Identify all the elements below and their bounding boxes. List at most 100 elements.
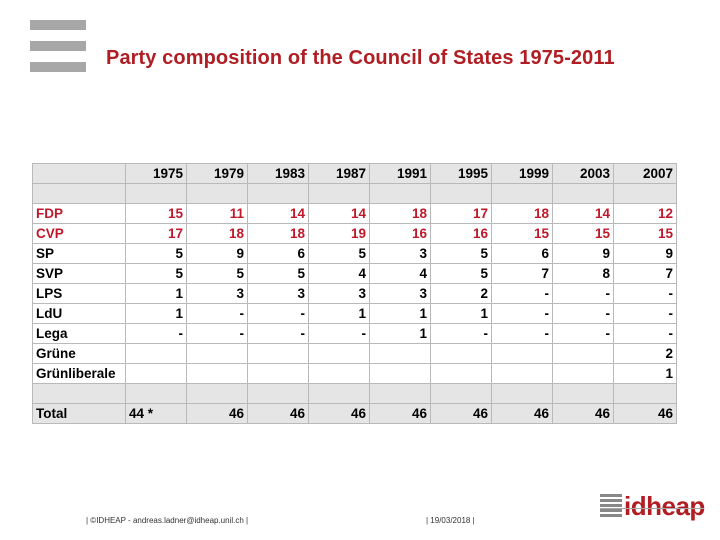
seat-count: 5 bbox=[430, 263, 492, 284]
seat-count: 6 bbox=[491, 243, 553, 264]
table-row: LPS 1 3 3 3 3 2- - - bbox=[32, 283, 677, 304]
footer-date: | 19/03/2018 | bbox=[426, 516, 475, 525]
total-label: Total bbox=[32, 403, 126, 424]
header-row: 1975 1979 1983 1987 1991 1995 1999 2003 2007 bbox=[32, 163, 677, 184]
seat-count: - bbox=[491, 283, 553, 304]
logo-bar bbox=[30, 41, 86, 51]
party-composition-table: 1975 1979 1983 1987 1991 1995 1999 2003 2007 FDP… bbox=[32, 163, 677, 424]
header-corner bbox=[32, 163, 126, 184]
party-name: CVP bbox=[32, 223, 126, 244]
seat-count bbox=[491, 363, 553, 384]
seat-count: 9 bbox=[552, 243, 614, 264]
seat-count: 15 bbox=[491, 223, 553, 244]
seat-count: 17 bbox=[125, 223, 187, 244]
total-value: 44 * bbox=[125, 403, 187, 424]
party-name: SVP bbox=[32, 263, 126, 284]
seat-count: 18 bbox=[491, 203, 553, 224]
year-header: 1987 bbox=[308, 163, 370, 184]
table-row: Grüne 2 bbox=[32, 343, 677, 364]
seat-count: 3 bbox=[247, 283, 309, 304]
party-name: LPS bbox=[32, 283, 126, 304]
party-name: Grünliberale bbox=[32, 363, 126, 384]
total-value: 46 bbox=[186, 403, 248, 424]
seat-count: - bbox=[613, 303, 677, 324]
idheap-logo: idheap bbox=[600, 490, 705, 522]
total-row: Total 44 * 46 46 46 46 46 46 46 46 bbox=[32, 403, 677, 424]
seat-count bbox=[430, 343, 492, 364]
seat-count: 15 bbox=[125, 203, 187, 224]
seat-count: 1 bbox=[369, 303, 431, 324]
seat-count: - bbox=[308, 323, 370, 344]
seat-count: 7 bbox=[613, 263, 677, 284]
seat-count: - bbox=[491, 323, 553, 344]
seat-count: 1 bbox=[430, 303, 492, 324]
seat-count bbox=[125, 363, 187, 384]
logo-bar bbox=[30, 20, 86, 30]
seat-count: 3 bbox=[369, 283, 431, 304]
seat-count: 4 bbox=[369, 263, 431, 284]
table-row: LdU 1- -1 1 1- - - bbox=[32, 303, 677, 324]
party-name: FDP bbox=[32, 203, 126, 224]
total-value: 46 bbox=[430, 403, 492, 424]
seat-count: 3 bbox=[186, 283, 248, 304]
total-value: 46 bbox=[491, 403, 553, 424]
seat-count: 1 bbox=[125, 283, 187, 304]
seat-count: 18 bbox=[247, 223, 309, 244]
seat-count: 18 bbox=[369, 203, 431, 224]
seat-count: 14 bbox=[552, 203, 614, 224]
total-value: 46 bbox=[552, 403, 614, 424]
year-header: 1983 bbox=[247, 163, 309, 184]
table-row: FDP 15 11 14 14 18 17 18 14 12 bbox=[32, 203, 677, 224]
seat-count: - bbox=[247, 323, 309, 344]
seat-count: 15 bbox=[613, 223, 677, 244]
seat-count: 3 bbox=[369, 243, 431, 264]
year-header: 1975 bbox=[125, 163, 187, 184]
seat-count: 2 bbox=[430, 283, 492, 304]
footer-divider bbox=[600, 508, 704, 509]
seat-count: - bbox=[613, 323, 677, 344]
spacer-row bbox=[32, 383, 677, 404]
seat-count: 3 bbox=[308, 283, 370, 304]
table-row: SVP 5 5 5 4 4 5 7 8 7 bbox=[32, 263, 677, 284]
seat-count: 5 bbox=[430, 243, 492, 264]
total-value: 46 bbox=[613, 403, 677, 424]
seat-count: - bbox=[247, 303, 309, 324]
year-header: 1991 bbox=[369, 163, 431, 184]
seat-count: - bbox=[552, 323, 614, 344]
party-name: SP bbox=[32, 243, 126, 264]
seat-count: - bbox=[186, 323, 248, 344]
seat-count bbox=[552, 343, 614, 364]
footer-credit: | ©IDHEAP - andreas.ladner@idheap.unil.c… bbox=[86, 516, 249, 525]
year-header: 1999 bbox=[491, 163, 553, 184]
spacer-row bbox=[32, 183, 677, 204]
seat-count: 14 bbox=[308, 203, 370, 224]
seat-count bbox=[369, 363, 431, 384]
seat-count bbox=[491, 343, 553, 364]
seat-count bbox=[430, 363, 492, 384]
total-value: 46 bbox=[247, 403, 309, 424]
seat-count: - bbox=[552, 283, 614, 304]
seat-count: 6 bbox=[247, 243, 309, 264]
seat-count bbox=[186, 343, 248, 364]
seat-count: 11 bbox=[186, 203, 248, 224]
seat-count: - bbox=[552, 303, 614, 324]
seat-count: 5 bbox=[125, 263, 187, 284]
seat-count: 5 bbox=[308, 243, 370, 264]
seat-count: - bbox=[491, 303, 553, 324]
party-name: Lega bbox=[32, 323, 126, 344]
seat-count: 1 bbox=[613, 363, 677, 384]
seat-count: 1 bbox=[369, 323, 431, 344]
seat-count: 5 bbox=[125, 243, 187, 264]
seat-count: 12 bbox=[613, 203, 677, 224]
seat-count: 5 bbox=[247, 263, 309, 284]
seat-count: 16 bbox=[430, 223, 492, 244]
seat-count: - bbox=[613, 283, 677, 304]
seat-count bbox=[369, 343, 431, 364]
seat-count: 17 bbox=[430, 203, 492, 224]
seat-count bbox=[247, 363, 309, 384]
seat-count: 8 bbox=[552, 263, 614, 284]
seat-count bbox=[125, 343, 187, 364]
table-row: SP 5 9 6 5 3 5 6 9 9 bbox=[32, 243, 677, 264]
total-value: 46 bbox=[308, 403, 370, 424]
year-header: 1995 bbox=[430, 163, 492, 184]
